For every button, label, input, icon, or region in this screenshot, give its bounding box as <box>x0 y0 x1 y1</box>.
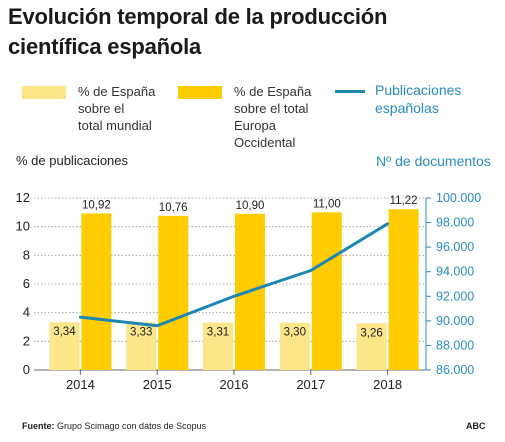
bar-world <box>49 322 80 370</box>
footer-source-text: Grupo Scimago con datos de Scopus <box>57 421 207 431</box>
right-tick-label: 88.000 <box>436 338 474 352</box>
legend-line-text-2: españolas <box>375 100 439 116</box>
legend-world-text-2: sobre el <box>78 101 125 116</box>
bar-world <box>356 323 387 370</box>
right-tick-label: 86.000 <box>436 363 474 377</box>
left-tick-label: 4 <box>23 305 30 320</box>
right-tick-label: 90.000 <box>436 314 474 328</box>
legend-europe-text-3: Europa <box>234 118 276 133</box>
legend-line-swatch <box>335 90 365 93</box>
bar-europe-label: 10,90 <box>236 200 265 212</box>
legend-europe-text-1: % de España <box>234 84 312 99</box>
right-tick-label: 94.000 <box>436 265 474 279</box>
bar-europe <box>311 212 342 370</box>
right-tick-label: 92.000 <box>436 289 474 303</box>
x-tick-label: 2017 <box>296 377 325 392</box>
legend-europe: % de España sobre el total Europa Occide… <box>178 83 311 151</box>
bar-europe <box>158 215 189 370</box>
bar-world-label: 3,33 <box>130 326 152 338</box>
bar-europe <box>81 213 112 370</box>
x-tick-label: 2016 <box>220 377 249 392</box>
left-tick-label: 0 <box>23 362 30 377</box>
bar-europe <box>388 209 419 370</box>
left-tick-label: 8 <box>23 247 30 262</box>
legend-world-text-1: % de España <box>78 84 156 99</box>
footer-source: Fuente: Grupo Scimago con datos de Scopu… <box>22 421 206 431</box>
chart-title-line-1: Evolución temporal de la producción <box>8 4 388 29</box>
bar-world <box>126 322 157 370</box>
chart-title-line-2: científica española <box>8 34 202 59</box>
bar-world-label: 3,34 <box>53 326 76 338</box>
x-tick-label: 2015 <box>143 377 172 392</box>
right-tick-label: 96.000 <box>436 240 474 254</box>
legend-line-text-1: Publicaciones <box>375 82 462 98</box>
left-tick-label: 6 <box>23 276 30 291</box>
bar-world-label: 3,26 <box>360 327 382 339</box>
bar-world-label: 3,30 <box>284 327 306 339</box>
legend-europe-text-4: Occidental <box>234 135 296 150</box>
bar-world <box>203 322 233 370</box>
bar-world <box>279 322 310 370</box>
bar-europe-label: 11,00 <box>313 198 341 210</box>
legend-world: % de España sobre el total mundial <box>22 83 155 134</box>
legend-europe-swatch <box>178 86 222 99</box>
right-tick-label: 98.000 <box>436 216 474 230</box>
bar-europe-label: 11,22 <box>390 195 418 207</box>
right-tick-label: 100.000 <box>436 191 481 205</box>
line-publicaciones <box>78 222 390 328</box>
x-tick-label: 2018 <box>373 377 402 392</box>
legend-world-swatch <box>22 86 66 99</box>
left-tick-label: 10 <box>16 219 30 234</box>
legend-line: Publicaciones españolas <box>335 81 461 117</box>
left-tick-label: 12 <box>16 190 30 205</box>
footer-source-label: Fuente: <box>22 421 55 431</box>
bar-europe-label: 10,76 <box>159 202 188 214</box>
x-tick-label: 2014 <box>66 377 95 392</box>
legend-world-text-3: total mundial <box>78 118 152 133</box>
bar-world-label: 3,31 <box>207 327 229 339</box>
legend-europe-text-2: sobre el total <box>234 101 309 116</box>
bar-europe-label: 10,92 <box>82 199 111 211</box>
left-tick-label: 2 <box>23 333 30 348</box>
footer-brand: ABC <box>466 421 486 431</box>
left-axis-title: % de publicaciones <box>16 153 129 168</box>
chart-title: Evolución temporal de la producción cien… <box>8 2 387 62</box>
right-axis-title: Nº de documentos <box>376 153 491 169</box>
